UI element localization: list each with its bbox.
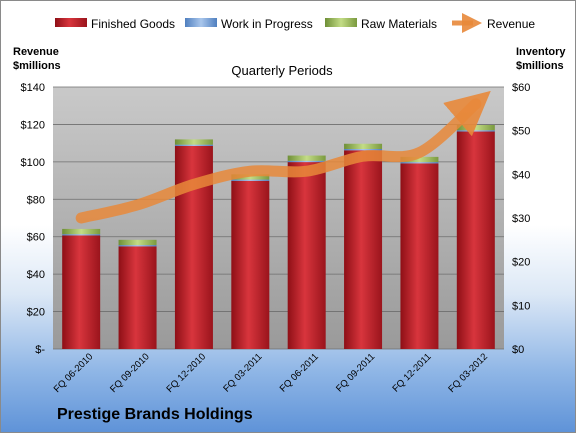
x-tick-label: FQ 06-2010	[52, 351, 96, 395]
right-axis-title-line-1: Inventory	[516, 46, 566, 58]
left-axis-title-line-2: $millions	[13, 60, 61, 72]
x-tick-label: FQ 12-2011	[390, 351, 433, 394]
revenue-line	[75, 90, 491, 224]
bar-raw-materials	[287, 155, 326, 161]
legend-label-work-in-progress: Work in Progress	[221, 17, 313, 31]
left-tick-label: $140	[21, 82, 45, 94]
right-tick-label: $60	[512, 82, 530, 94]
bar-raw-materials	[174, 139, 213, 145]
bar-raw-materials	[400, 156, 439, 163]
left-axis-title: Revenue $millions	[13, 46, 62, 72]
x-tick-label: FQ 06-2011	[278, 351, 321, 394]
bar-work-in-progress	[118, 245, 157, 247]
legend-label-raw-materials: Raw Materials	[361, 17, 437, 31]
right-tick-label: $50	[512, 126, 530, 138]
right-tick-label: $20	[512, 257, 530, 269]
bar-finished-goods	[287, 162, 326, 349]
bar-work-in-progress	[231, 179, 270, 181]
bar-finished-goods	[231, 180, 270, 349]
bar-work-in-progress	[456, 130, 495, 132]
bar-work-in-progress	[174, 144, 213, 146]
bar-work-in-progress	[344, 149, 383, 151]
bar-raw-materials	[118, 239, 157, 246]
right-tick-label: $40	[512, 169, 530, 181]
company-name: Prestige Brands Holdings	[57, 406, 253, 423]
left-tick-label: $20	[27, 307, 45, 319]
left-axis-ticks: $- $20 $40 $60 $80 $100 $120 $140	[21, 82, 46, 356]
bar-work-in-progress	[62, 234, 101, 236]
right-axis-title: Inventory $millions	[516, 46, 569, 72]
legend-swatch-work-in-progress	[185, 18, 217, 27]
bar-finished-goods	[456, 131, 495, 349]
left-axis-title-line-1: Revenue	[13, 46, 59, 58]
left-tick-label: $80	[27, 194, 45, 206]
left-tick-label: $120	[21, 119, 45, 131]
x-tick-label: FQ 03-2011	[221, 351, 264, 394]
left-tick-label: $40	[27, 269, 45, 281]
bar-work-in-progress	[400, 162, 439, 164]
bar-finished-goods	[344, 150, 383, 349]
left-tick-label: $60	[27, 232, 45, 244]
bar-raw-materials	[62, 228, 101, 235]
bar-finished-goods	[118, 246, 157, 349]
bar-raw-materials	[456, 124, 495, 131]
right-axis-title-line-2: $millions	[516, 60, 564, 72]
bar-raw-materials	[344, 143, 383, 150]
left-tick-label: $100	[21, 157, 45, 169]
legend-swatch-finished-goods	[55, 18, 87, 27]
legend: Finished Goods Work in Progress Raw Mate…	[55, 13, 535, 33]
legend-swatch-raw-materials	[325, 18, 357, 27]
x-tick-label: FQ 03-2012	[446, 351, 490, 395]
bar-finished-goods	[400, 163, 439, 349]
legend-label-finished-goods: Finished Goods	[91, 17, 175, 31]
bar-work-in-progress	[287, 160, 326, 163]
right-axis-ticks: $0 $10 $20 $30 $40 $50 $60	[512, 82, 530, 356]
right-tick-label: $30	[512, 213, 530, 225]
x-tick-label: FQ 12-2010	[164, 351, 208, 395]
right-tick-label: $0	[512, 344, 524, 356]
bar-finished-goods	[62, 235, 101, 349]
x-tick-label: FQ 09-2010	[108, 351, 152, 395]
x-axis-ticks: FQ 06-2010 FQ 09-2010 FQ 12-2010 FQ 03-2011…	[52, 351, 490, 395]
legend-label-revenue: Revenue	[487, 17, 535, 31]
x-tick-label: FQ 09-2011	[334, 351, 377, 394]
left-tick-label: $-	[35, 344, 45, 356]
plot-title: Quarterly Periods	[231, 63, 333, 78]
bar-raw-materials	[231, 174, 270, 180]
bars	[62, 124, 495, 349]
right-tick-label: $10	[512, 300, 530, 312]
